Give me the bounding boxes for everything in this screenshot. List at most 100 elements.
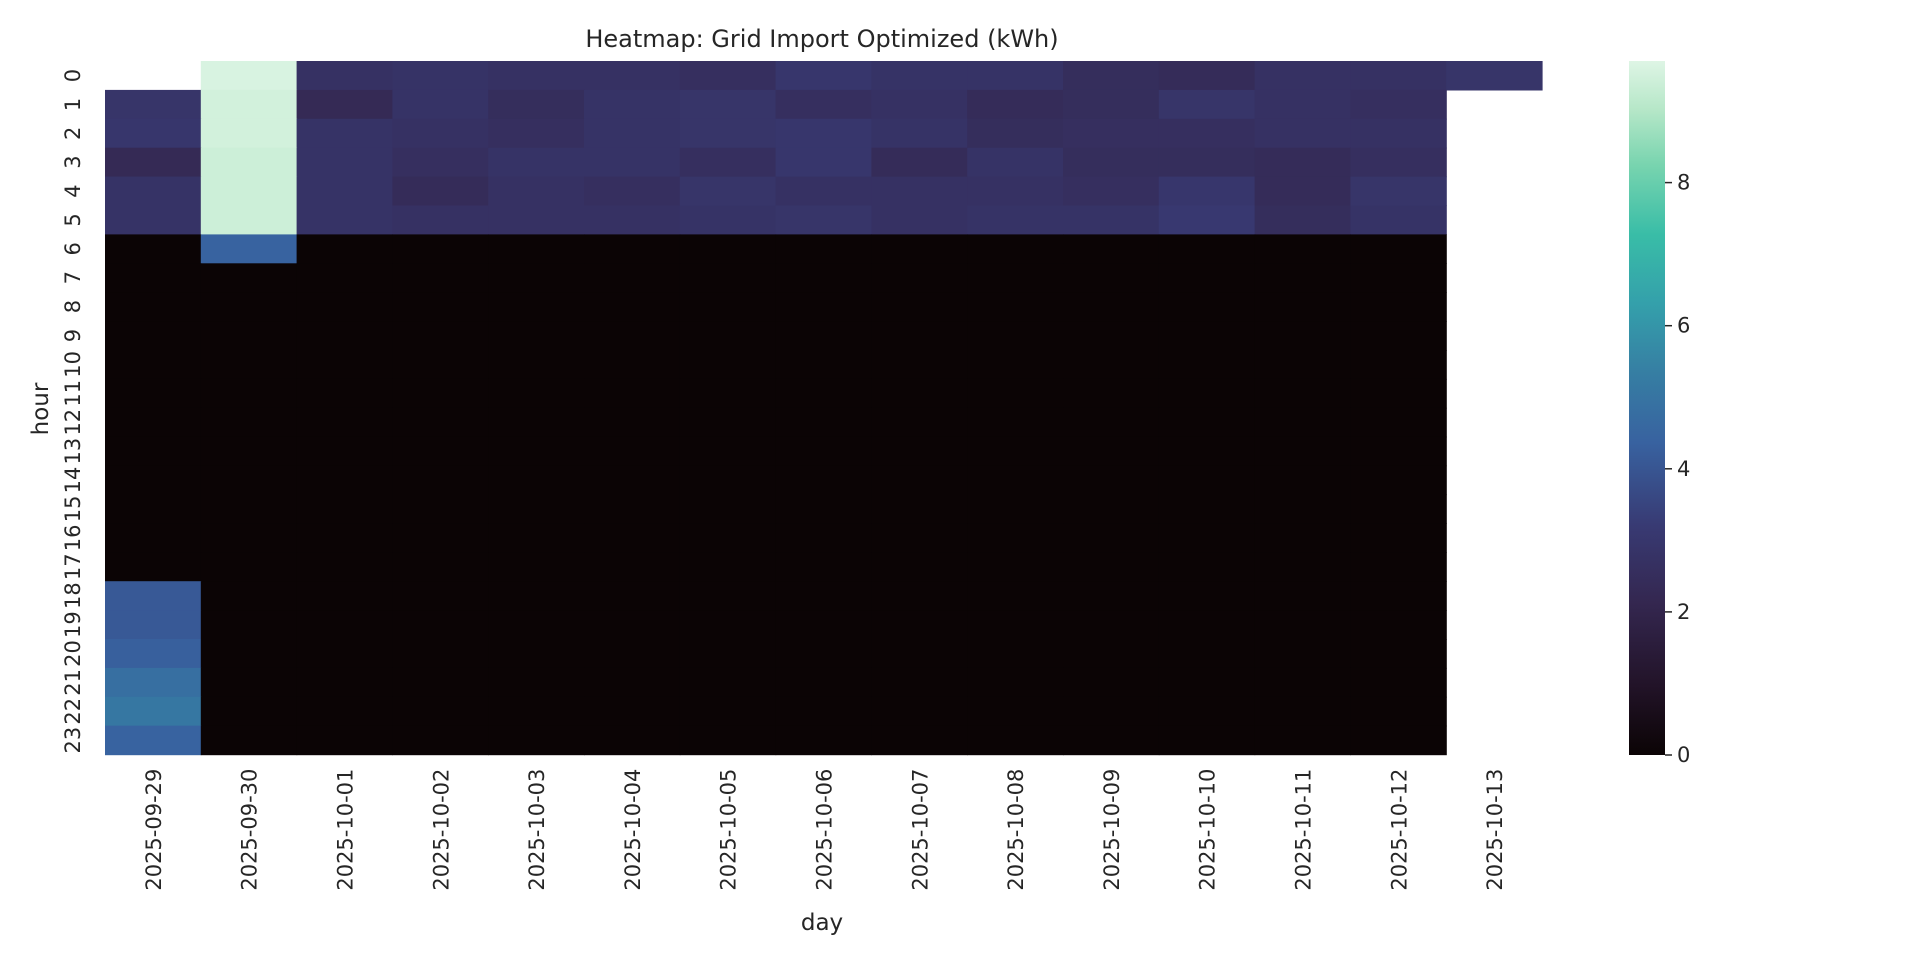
heatmap-cell	[679, 263, 777, 293]
heatmap-cell	[679, 176, 777, 207]
heatmap-cell	[871, 696, 968, 727]
heatmap-cell	[584, 378, 681, 409]
heatmap-cell	[775, 407, 872, 438]
x-tick-label: 2025-10-13	[1483, 769, 1507, 891]
heatmap-cell	[967, 581, 1064, 611]
heatmap-cell	[871, 147, 968, 178]
heatmap-cell	[584, 407, 681, 438]
heatmap-cell	[871, 89, 968, 120]
heatmap-cell	[679, 639, 777, 669]
heatmap-cell	[871, 205, 968, 235]
heatmap-cell	[775, 436, 872, 467]
heatmap-cell	[1350, 118, 1447, 149]
heatmap-cell	[1063, 176, 1160, 207]
y-tick-label: 12	[61, 409, 85, 436]
heatmap-cell	[392, 552, 489, 582]
x-tick-label: 2025-10-09	[1100, 769, 1124, 891]
heatmap-cell	[967, 725, 1064, 756]
chart-title: Heatmap: Grid Import Optimized (kWh)	[585, 25, 1058, 53]
heatmap-cell	[296, 667, 393, 698]
heatmap-cell	[584, 89, 681, 120]
heatmap-cell	[1158, 667, 1256, 698]
heatmap-cell	[775, 581, 872, 611]
heatmap-cell	[1063, 378, 1160, 409]
heatmap-cell	[1254, 61, 1351, 91]
heatmap-cell	[1350, 350, 1447, 380]
heatmap-cell	[296, 465, 393, 496]
heatmap-cell	[775, 610, 872, 640]
y-tick-label: 5	[61, 213, 85, 226]
x-tick-label: 2025-10-08	[1004, 769, 1028, 891]
heatmap-cell	[584, 292, 681, 322]
heatmap-cell	[775, 552, 872, 582]
heatmap-cell	[967, 147, 1064, 178]
heatmap-cell	[105, 581, 202, 611]
heatmap-cell	[584, 436, 681, 467]
colorbar-tick-label: 4	[1677, 457, 1690, 481]
heatmap-cell	[488, 436, 585, 467]
heatmap-cell	[584, 667, 681, 698]
heatmap-cell	[679, 234, 777, 264]
heatmap-cell	[871, 61, 968, 91]
heatmap-cell	[392, 696, 489, 727]
x-tick-label: 2025-10-10	[1196, 769, 1220, 891]
heatmap-cell	[871, 494, 968, 524]
heatmap-cell	[488, 581, 585, 611]
heatmap-cell	[679, 667, 777, 698]
y-tick-label: 22	[61, 698, 85, 725]
heatmap-cell	[1254, 696, 1351, 727]
heatmap-cell	[392, 436, 489, 467]
heatmap-cell	[967, 118, 1064, 149]
heatmap-cell	[1254, 610, 1351, 640]
heatmap-cell	[679, 205, 777, 235]
heatmap-cell	[296, 350, 393, 380]
heatmap-cell	[392, 523, 489, 553]
heatmap-cell	[1063, 552, 1160, 582]
heatmap-cell	[296, 292, 393, 322]
heatmap-cell	[679, 321, 777, 351]
heatmap-cell	[1158, 610, 1256, 640]
heatmap-cell	[871, 176, 968, 207]
heatmap-cell	[105, 321, 202, 351]
heatmap-cell	[296, 725, 393, 756]
heatmap-cell	[296, 61, 393, 91]
heatmap-cell	[296, 581, 393, 611]
heatmap-cell	[296, 494, 393, 524]
y-tick-label: 4	[61, 184, 85, 197]
heatmap-cell	[967, 292, 1064, 322]
heatmap-cell	[1350, 205, 1447, 235]
x-tick-labels: 2025-09-29 2025-09-30 2025-10-01 2025-10-02…	[142, 769, 1507, 891]
heatmap-cell	[200, 639, 298, 669]
heatmap-cell	[1254, 292, 1351, 322]
heatmap-cell	[200, 523, 298, 553]
heatmap-cell	[871, 234, 968, 264]
heatmap-cell	[200, 725, 298, 756]
heatmap-cell	[679, 89, 777, 120]
heatmap-cell	[775, 321, 872, 351]
heatmap-cell	[679, 378, 777, 409]
heatmap-cell	[775, 696, 872, 727]
heatmap-cell	[967, 176, 1064, 207]
y-tick-label: 18	[61, 582, 85, 609]
heatmap-cell	[1158, 118, 1256, 149]
heatmap-cell	[1350, 523, 1447, 553]
y-tick-label: 17	[61, 553, 85, 580]
x-tick-label: 2025-10-05	[717, 769, 741, 891]
x-tick-label: 2025-09-29	[142, 769, 166, 891]
heatmap-cell	[1063, 147, 1160, 178]
heatmap-cell	[967, 436, 1064, 467]
heatmap-cell	[679, 523, 777, 553]
heatmap-cell	[1158, 263, 1256, 293]
heatmap-cell	[488, 118, 585, 149]
heatmap-cell	[1254, 263, 1351, 293]
heatmap-cell	[1254, 234, 1351, 264]
heatmap-cell	[105, 696, 202, 727]
heatmap-cell	[871, 465, 968, 496]
heatmap-cell	[871, 552, 968, 582]
heatmap-cell	[1158, 205, 1256, 235]
heatmap-cell	[1254, 407, 1351, 438]
heatmap-cell	[392, 610, 489, 640]
heatmap-cell	[1254, 552, 1351, 582]
heatmap-cell	[679, 552, 777, 582]
heatmap-cell	[775, 147, 872, 178]
